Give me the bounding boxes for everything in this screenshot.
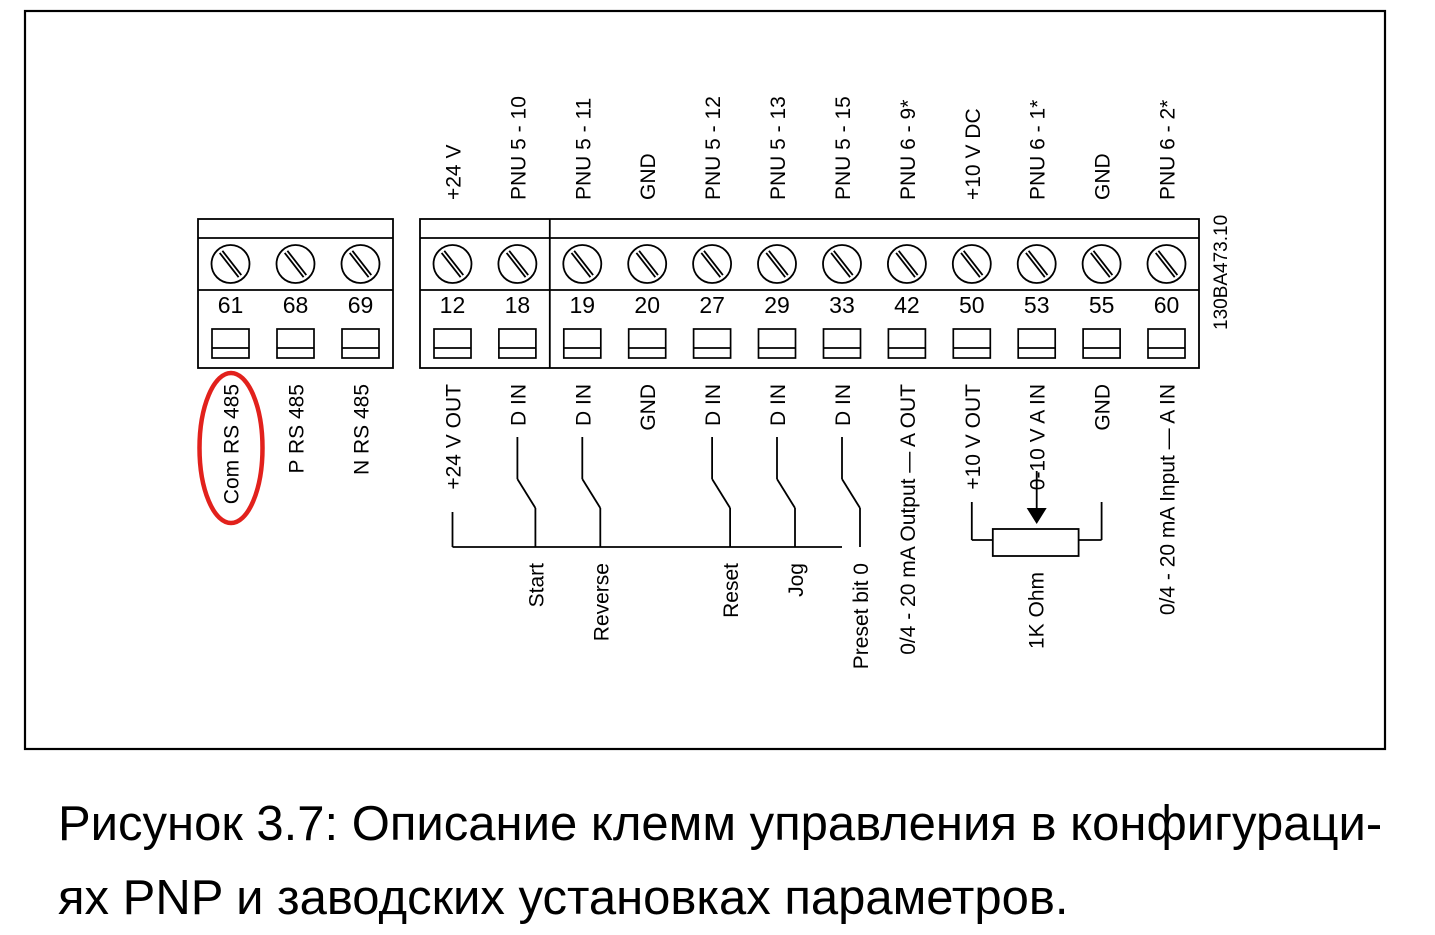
svg-text:33: 33 xyxy=(829,292,855,318)
svg-text:D IN: D IN xyxy=(702,384,725,426)
svg-text:+24 V: +24 V xyxy=(442,145,465,200)
svg-text:GND: GND xyxy=(1092,153,1115,200)
svg-text:Com RS 485: Com RS 485 xyxy=(221,384,244,504)
svg-text:GND: GND xyxy=(1092,384,1115,431)
svg-text:0/4 - 20 mA Input — A IN: 0/4 - 20 mA Input — A IN xyxy=(1157,384,1180,615)
svg-text:60: 60 xyxy=(1154,292,1180,318)
svg-text:68: 68 xyxy=(283,292,309,318)
svg-text:Reset: Reset xyxy=(720,563,743,618)
svg-text:27: 27 xyxy=(699,292,725,318)
svg-text:53: 53 xyxy=(1024,292,1050,318)
svg-text:+24 V OUT: +24 V OUT xyxy=(442,384,465,490)
svg-text:42: 42 xyxy=(894,292,920,318)
svg-text:0/4 - 20 mA Output — A OUT: 0/4 - 20 mA Output — A OUT xyxy=(897,384,920,655)
svg-text:N RS 485: N RS 485 xyxy=(351,384,374,475)
svg-text:12: 12 xyxy=(440,292,466,318)
svg-text:+10 V DC: +10 V DC xyxy=(962,108,985,200)
svg-text:GND: GND xyxy=(637,384,660,431)
svg-text:+10 V OUT: +10 V OUT xyxy=(962,384,985,490)
svg-text:0-10 V A IN: 0-10 V A IN xyxy=(1027,384,1050,490)
svg-text:GND: GND xyxy=(637,153,660,200)
svg-text:29: 29 xyxy=(764,292,790,318)
svg-text:D IN: D IN xyxy=(767,384,790,426)
svg-text:PNU 6 - 1*: PNU 6 - 1* xyxy=(1027,100,1050,200)
svg-text:69: 69 xyxy=(348,292,374,318)
svg-text:PNU 5 - 10: PNU 5 - 10 xyxy=(507,96,530,200)
svg-text:20: 20 xyxy=(634,292,660,318)
svg-text:Start: Start xyxy=(525,563,548,608)
svg-text:55: 55 xyxy=(1089,292,1115,318)
svg-text:130BA473.10: 130BA473.10 xyxy=(1211,215,1232,330)
svg-text:Jog: Jog xyxy=(785,563,808,597)
svg-text:PNU 6 - 9*: PNU 6 - 9* xyxy=(897,100,920,200)
svg-text:D IN: D IN xyxy=(507,384,530,426)
svg-text:18: 18 xyxy=(505,292,531,318)
svg-text:PNU 5 - 11: PNU 5 - 11 xyxy=(572,98,595,200)
svg-text:D IN: D IN xyxy=(572,384,595,426)
svg-text:61: 61 xyxy=(218,292,244,318)
svg-text:PNU 5 - 13: PNU 5 - 13 xyxy=(767,96,790,200)
svg-text:PNU 5 - 15: PNU 5 - 15 xyxy=(832,96,855,200)
svg-text:D IN: D IN xyxy=(832,384,855,426)
svg-text:P RS 485: P RS 485 xyxy=(286,384,309,474)
svg-text:PNU 5 - 12: PNU 5 - 12 xyxy=(702,96,725,200)
svg-text:19: 19 xyxy=(569,292,595,318)
svg-text:1K Ohm: 1K Ohm xyxy=(1026,572,1049,649)
svg-text:PNU 6 - 2*: PNU 6 - 2* xyxy=(1157,100,1180,200)
svg-text:Preset bit 0: Preset bit 0 xyxy=(850,563,873,669)
svg-text:Reverse: Reverse xyxy=(590,563,613,641)
svg-text:50: 50 xyxy=(959,292,985,318)
